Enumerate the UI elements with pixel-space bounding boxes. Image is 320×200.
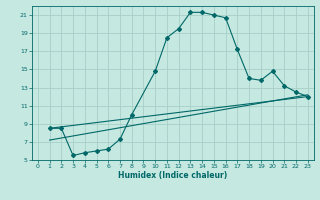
X-axis label: Humidex (Indice chaleur): Humidex (Indice chaleur)	[118, 171, 228, 180]
